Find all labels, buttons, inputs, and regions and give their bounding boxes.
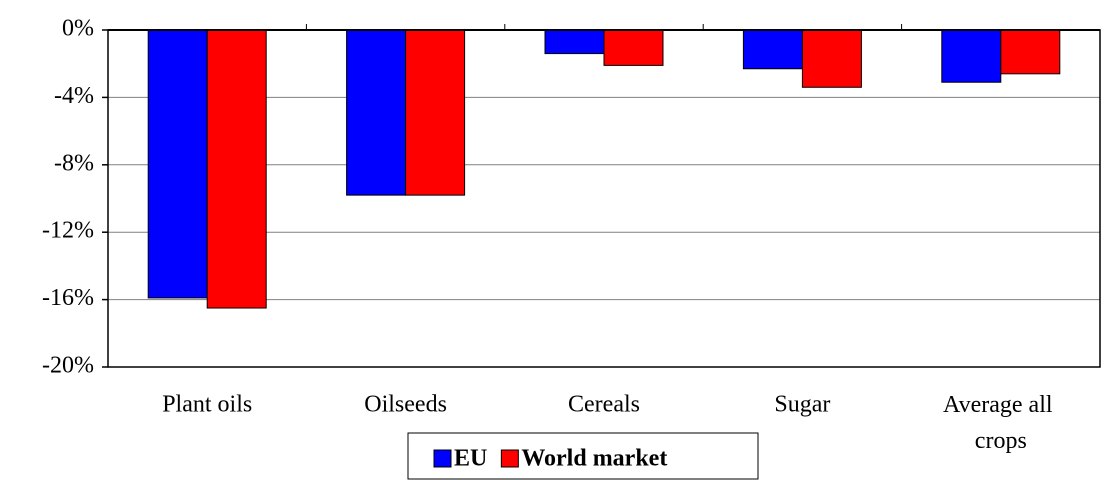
legend: EU World market [407, 432, 759, 480]
bar [405, 29, 466, 196]
y-tick-label: -20% [42, 353, 94, 379]
bar [801, 29, 862, 88]
x-tick-label: Average all crops [943, 392, 1059, 454]
bar [206, 29, 267, 309]
bar [1000, 29, 1061, 75]
bar [742, 29, 803, 70]
y-tick-label: -8% [54, 150, 94, 176]
x-tick-label: Oilseeds [364, 392, 447, 418]
x-tick-label: Plant oils [162, 392, 252, 418]
plot-frame [107, 29, 1101, 368]
x-tick-label: Sugar [774, 392, 830, 418]
legend-box [407, 432, 759, 480]
legend-swatch [500, 449, 519, 468]
x-tick-label: Cereals [568, 392, 640, 418]
y-tick-label: -12% [42, 218, 94, 244]
y-tick-label: -16% [42, 285, 94, 311]
bar [346, 29, 407, 196]
legend-label: EU [454, 446, 487, 472]
bar [147, 29, 208, 299]
legend-swatch [433, 449, 452, 468]
y-tick-label: 0% [62, 16, 94, 42]
y-tick-label: -4% [54, 83, 94, 109]
bar [603, 29, 664, 66]
bar [941, 29, 1002, 83]
legend-label: World market [521, 446, 667, 472]
bar [544, 29, 605, 55]
